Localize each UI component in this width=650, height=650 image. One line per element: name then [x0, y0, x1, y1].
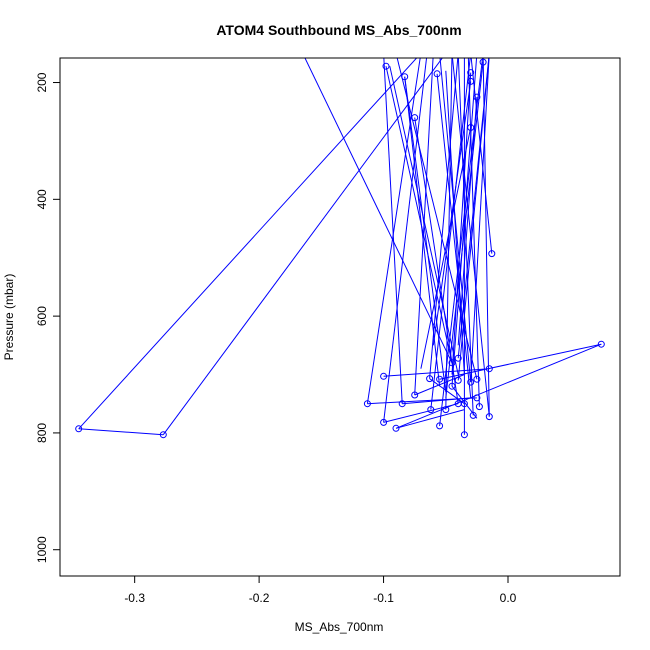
data-point [467, 77, 475, 85]
series-line [436, 73, 472, 398]
series-line [404, 76, 447, 393]
data-point [433, 70, 441, 78]
series-line [385, 66, 453, 363]
data-point [485, 365, 493, 373]
series-line [162, 58, 443, 435]
series-line [304, 58, 453, 364]
series-line [383, 58, 428, 423]
series-line [482, 58, 490, 417]
data-point [427, 406, 435, 414]
series-line [451, 58, 490, 417]
data-point [382, 62, 390, 70]
series-line [445, 62, 484, 398]
series-line [383, 368, 490, 377]
data-point [448, 359, 456, 367]
y-tick-label: 600 [35, 306, 49, 326]
data-point [454, 376, 462, 384]
series-line [445, 70, 465, 375]
data-point [467, 69, 475, 77]
data-point [460, 431, 468, 439]
series-line [420, 127, 472, 369]
data-point [426, 375, 434, 383]
data-point [488, 250, 496, 258]
data-point [442, 406, 450, 414]
data-point [473, 93, 481, 101]
x-tick-label: -0.2 [249, 591, 270, 605]
plot-frame [59, 57, 621, 577]
data-point [448, 382, 456, 390]
data-point [392, 424, 400, 432]
x-tick-label: 0.0 [500, 591, 517, 605]
series-line [395, 343, 602, 429]
y-tick-label: 800 [35, 423, 49, 443]
x-axis: -0.3 -0.2 -0.1 0.0 [124, 575, 517, 605]
data-point [473, 375, 481, 383]
data-point [597, 340, 605, 348]
series-line [470, 58, 490, 383]
series-line [432, 81, 472, 346]
series-line [451, 72, 472, 375]
x-axis-label: MS_Abs_700nm [295, 620, 384, 634]
data-point [411, 114, 419, 122]
series-line [402, 397, 471, 405]
data-point [485, 413, 493, 421]
data-point [436, 375, 444, 383]
data-point [75, 425, 83, 433]
series-line [383, 58, 403, 404]
y-axis: 200 400 600 800 1000 [35, 72, 61, 563]
chart-title: ATOM4 Southbound MS_Abs_700nm [216, 22, 461, 38]
series-line [78, 58, 418, 430]
x-tick-label: -0.3 [124, 591, 145, 605]
series-line [457, 97, 478, 346]
data-point [475, 403, 483, 411]
data-point [401, 73, 409, 81]
series-line [467, 58, 480, 407]
data-point [454, 354, 462, 362]
series-line [78, 428, 164, 436]
data-point [363, 400, 371, 408]
y-tick-label: 1000 [35, 536, 49, 563]
plot-data-layer [75, 58, 605, 439]
series-line [395, 409, 465, 429]
data-point [467, 378, 475, 386]
data-point [460, 400, 468, 408]
series-line [366, 58, 421, 404]
data-point [469, 411, 477, 419]
data-point [398, 400, 406, 408]
series-line [429, 58, 459, 379]
series-line [439, 343, 602, 380]
data-point [380, 372, 388, 380]
data-point [159, 431, 167, 439]
y-tick-label: 200 [35, 72, 49, 92]
data-point [473, 394, 481, 402]
series-line [389, 66, 459, 375]
series-line [470, 58, 493, 254]
data-point [411, 391, 419, 399]
data-point [479, 58, 487, 66]
data-point [467, 124, 475, 131]
data-point [436, 422, 444, 430]
data-point [380, 418, 388, 426]
y-axis-label: Pressure (mbar) [2, 274, 16, 361]
x-tick-label: -0.1 [373, 591, 394, 605]
series-line [404, 76, 441, 387]
y-tick-label: 400 [35, 189, 49, 209]
